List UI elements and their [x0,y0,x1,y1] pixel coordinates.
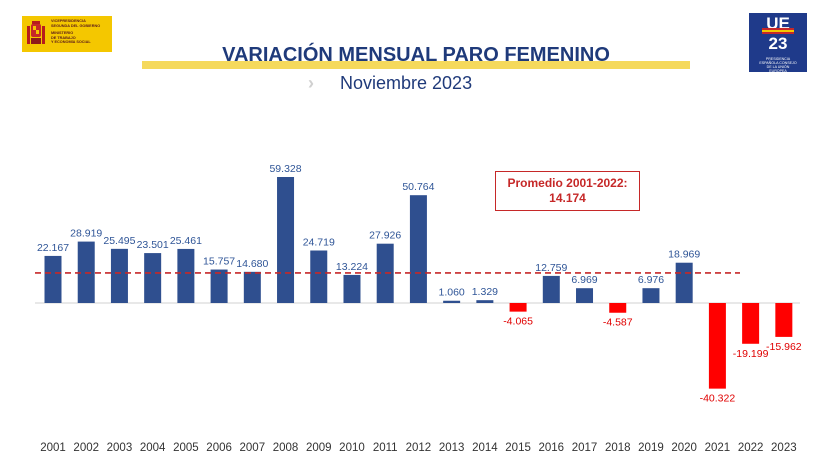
x-tick-label-2022: 2022 [738,442,764,454]
chart-title: VARIACIÓN MENSUAL PARO FEMENINO [222,44,610,66]
data-label-2013: 1.060 [438,287,464,299]
x-tick-label-2016: 2016 [539,442,565,454]
x-tick-label-2019: 2019 [638,442,664,454]
data-label-2022: -19.199 [733,348,769,360]
government-logo-text: Vicepresidencia Segunda del Gobierno Min… [51,19,101,45]
x-tick-label-2005: 2005 [173,442,199,454]
government-logo: Vicepresidencia Segunda del Gobierno Min… [22,16,112,52]
bar-2010 [343,274,361,303]
data-label-2016: 12.759 [535,262,567,274]
chart-subtitle: Noviembre 2023 [340,73,473,93]
data-label-2005: 25.461 [170,235,202,247]
x-tick-label-2003: 2003 [107,442,133,454]
x-tick-label-2013: 2013 [439,442,465,454]
x-tick-label-2018: 2018 [605,442,631,454]
data-label-2004: 23.501 [137,239,169,251]
data-label-2014: 1.329 [472,286,498,298]
bar-2019 [642,288,660,303]
average-label: Promedio 2001-2022: [507,176,628,190]
coat-of-arms-icon [27,21,45,44]
data-label-2001: 22.167 [37,242,69,254]
x-tick-label-2017: 2017 [572,442,598,454]
data-label-2020: 18.969 [668,249,700,261]
bar-2012 [409,195,427,303]
bar-2001 [44,255,62,303]
bar-2003 [110,248,128,303]
bar-2013 [443,300,461,303]
chevron-right-icon: › [308,73,314,93]
bar-2015 [509,303,527,312]
x-tick-label-2004: 2004 [140,442,166,454]
title-underline-bar [142,61,690,69]
data-label-2007: 14.680 [236,258,268,270]
data-label-2015: -4.065 [503,316,533,328]
bar-2004 [144,253,162,303]
x-tick-label-2015: 2015 [505,442,531,454]
x-tick-label-2009: 2009 [306,442,332,454]
bar-2017 [576,288,594,303]
x-tick-label-2006: 2006 [206,442,232,454]
bar-2007 [243,271,261,303]
eu-presidency-logo: UE 23 Presidencia Española Consejo de la… [749,13,807,73]
data-label-2012: 50.764 [402,181,434,193]
data-label-2023: -15.962 [766,341,802,353]
bar-2018 [609,303,627,313]
data-label-2010: 13.224 [336,261,368,273]
x-tick-label-2007: 2007 [240,442,266,454]
bar-2014 [476,300,494,303]
bar-2022 [742,303,760,344]
bar-2005 [177,248,195,303]
average-value: 14.174 [549,191,586,205]
x-tick-label-2021: 2021 [705,442,731,454]
data-label-2017: 6.969 [571,274,597,286]
data-label-2009: 24.719 [303,237,335,249]
bar-2009 [310,250,328,303]
data-label-2018: -4.587 [603,317,633,329]
x-tick-label-2020: 2020 [671,442,697,454]
data-label-2008: 59.328 [269,163,301,175]
bar-2016 [542,275,560,303]
data-label-2019: 6.976 [638,274,664,286]
average-annotation-box: Promedio 2001-2022: 14.174 [495,171,640,211]
data-label-2006: 15.757 [203,256,235,268]
x-tick-label-2012: 2012 [406,442,432,454]
bar-2023 [775,303,793,337]
x-tick-label-2010: 2010 [339,442,365,454]
data-label-2002: 28.919 [70,228,102,240]
bar-2020 [675,262,693,303]
x-tick-label-2002: 2002 [73,442,99,454]
x-tick-label-2008: 2008 [273,442,299,454]
bar-2006 [210,269,228,303]
data-label-2021: -40.322 [700,393,736,405]
x-tick-label-2001: 2001 [40,442,66,454]
bar-2008 [277,177,295,303]
x-tick-label-2011: 2011 [373,442,398,454]
bar-2021 [708,303,726,389]
data-label-2011: 27.926 [369,230,401,242]
x-tick-label-2023: 2023 [771,442,797,454]
x-tick-label-2014: 2014 [472,442,498,454]
data-label-2003: 25.495 [103,235,135,247]
